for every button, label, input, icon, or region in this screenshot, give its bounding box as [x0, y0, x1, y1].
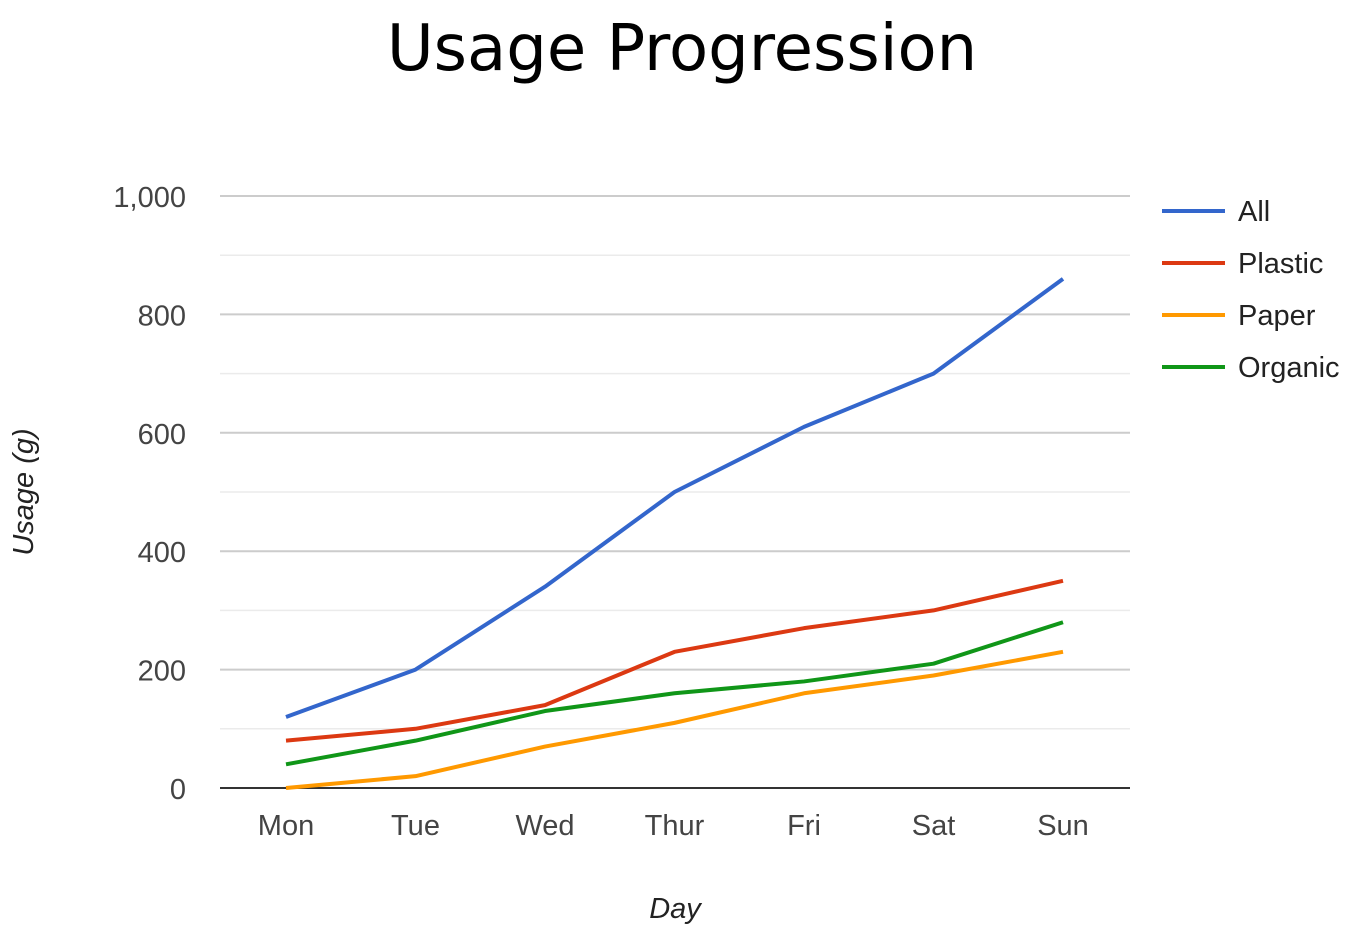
x-tick-label: Tue	[391, 810, 440, 842]
x-tick-label: Sat	[912, 810, 956, 842]
x-axis-title: Day	[649, 893, 702, 925]
y-tick-label: 1,000	[113, 182, 186, 214]
series-line-all	[285, 277, 1065, 719]
chart-title: Usage Progression	[386, 12, 978, 86]
y-tick-label: 600	[138, 419, 186, 451]
legend-label-organic: Organic	[1238, 352, 1340, 384]
x-axis-ticks: Mon Tue Wed Thur Fri Sat Sun	[258, 810, 1089, 842]
x-tick-label: Mon	[258, 810, 314, 842]
series-line-paper	[285, 649, 1064, 790]
legend-label-all: All	[1238, 196, 1270, 228]
x-tick-label: Sun	[1037, 810, 1089, 842]
x-tick-label: Wed	[515, 810, 574, 842]
legend-label-paper: Paper	[1238, 300, 1316, 332]
x-tick-label: Thur	[645, 810, 705, 842]
y-tick-label: 200	[138, 656, 186, 688]
series-line-organic	[285, 620, 1064, 767]
legend: All Plastic Paper Organic	[1162, 196, 1340, 384]
y-tick-label: 800	[138, 300, 186, 332]
y-tick-label: 400	[138, 537, 186, 569]
y-axis-ticks: 0 200 400 600 800 1,000	[113, 182, 186, 806]
legend-label-plastic: Plastic	[1238, 248, 1323, 280]
y-tick-label: 0	[170, 774, 186, 806]
series-lines	[285, 277, 1065, 790]
x-tick-label: Fri	[787, 810, 821, 842]
series-line-plastic	[285, 578, 1064, 743]
y-axis-title: Usage (g)	[8, 428, 40, 555]
